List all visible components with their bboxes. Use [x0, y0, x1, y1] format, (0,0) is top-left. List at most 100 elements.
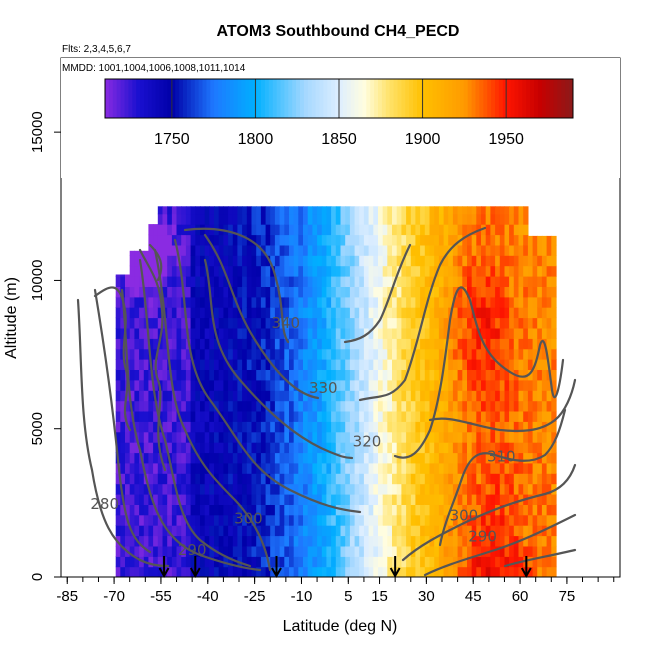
heat-cell	[181, 535, 187, 547]
heat-cell	[293, 369, 299, 381]
heat-cell	[176, 348, 182, 360]
heat-cell	[354, 265, 360, 277]
heat-cell	[387, 504, 393, 516]
heat-cell	[406, 400, 412, 412]
heat-cell	[523, 338, 529, 350]
heat-cell	[438, 213, 445, 225]
heat-cell	[335, 442, 342, 454]
heat-cell	[331, 525, 337, 537]
colorbar-strip	[257, 79, 262, 118]
heat-cell	[378, 400, 384, 412]
heat-cell	[274, 504, 281, 516]
heat-cell	[481, 462, 487, 474]
heat-cell	[340, 307, 346, 319]
colorbar-strip	[549, 79, 554, 118]
heat-cell	[139, 535, 145, 547]
heat-cell	[485, 494, 491, 505]
heat-cell	[349, 556, 356, 568]
heat-cell	[457, 224, 463, 236]
heat-cell	[303, 442, 309, 454]
heat-cell	[162, 359, 168, 370]
heat-cell	[541, 235, 548, 246]
heat-cell	[125, 286, 131, 298]
heat-cell	[195, 494, 201, 505]
heat-cell	[349, 525, 356, 537]
heat-cell	[167, 255, 173, 267]
heat-cell	[256, 348, 262, 360]
heat-cell	[265, 206, 271, 215]
heat-cell	[457, 255, 463, 267]
heat-cell	[434, 255, 440, 267]
heat-cell	[162, 556, 168, 568]
heat-cell	[378, 483, 384, 495]
heat-cell	[279, 400, 285, 412]
heat-cell	[167, 410, 173, 422]
heat-cell	[401, 504, 407, 516]
heat-cell	[307, 535, 313, 547]
heat-cell	[401, 525, 407, 537]
heat-cell	[424, 379, 431, 391]
heat-cell	[443, 206, 449, 215]
heat-cell	[354, 338, 360, 350]
heat-cell	[527, 556, 534, 568]
colorbar-strip	[526, 79, 531, 118]
colorbar-strip	[417, 79, 422, 118]
heat-cell	[200, 525, 206, 537]
heat-cell	[429, 494, 435, 505]
heat-cell	[513, 255, 520, 267]
heat-cell	[284, 494, 290, 505]
heat-cell	[270, 452, 276, 464]
heat-cell	[378, 255, 384, 267]
contour-label-310: 310	[487, 447, 516, 465]
heat-cell	[223, 276, 229, 287]
heat-cell	[298, 462, 304, 474]
heat-cell	[523, 369, 529, 381]
heat-cell	[115, 566, 121, 577]
heat-cell	[443, 494, 449, 505]
heat-cell	[434, 234, 440, 246]
heat-cell	[452, 535, 459, 547]
heat-cell	[312, 317, 318, 329]
heat-cell	[143, 369, 150, 381]
heat-cell	[378, 535, 384, 547]
heat-cell	[504, 462, 510, 474]
heat-cell	[162, 545, 168, 557]
heat-cell	[345, 566, 351, 577]
heat-cell	[270, 400, 276, 412]
heat-cell	[209, 369, 215, 381]
heat-cell	[467, 276, 473, 287]
heat-cell	[387, 545, 393, 557]
heat-cell	[457, 276, 463, 287]
heat-cell	[438, 431, 445, 443]
heat-cell	[139, 566, 145, 577]
heat-cell	[378, 379, 384, 391]
heat-cell	[115, 535, 121, 547]
heat-cell	[335, 556, 342, 568]
heat-cell	[331, 566, 337, 577]
heat-cell	[457, 307, 463, 319]
heat-cell	[368, 327, 374, 339]
heat-cell	[125, 535, 131, 547]
heat-cell	[438, 410, 445, 422]
heat-cell	[518, 473, 524, 485]
heat-cell	[546, 514, 552, 526]
heat-cell	[232, 286, 239, 298]
heat-cell	[349, 206, 356, 215]
colorbar-strip	[300, 79, 305, 118]
heat-cell	[401, 442, 407, 454]
heat-cell	[429, 400, 435, 412]
heat-cell	[190, 421, 196, 433]
heat-cell	[312, 213, 318, 225]
heat-cell	[382, 556, 388, 568]
heat-cell	[513, 566, 520, 577]
heat-cell	[284, 286, 290, 298]
x-axis: -85 -70 -55 -40 -25 -10 5 15 30 45 60 75	[56, 577, 615, 605]
colorbar-strip	[206, 79, 211, 118]
heat-cell	[485, 327, 491, 339]
heat-cell	[120, 307, 126, 319]
heat-cell	[251, 307, 257, 319]
heat-cell	[354, 556, 360, 568]
heat-cell	[349, 400, 356, 412]
heat-cell	[429, 390, 435, 402]
contour-280-line	[76, 298, 170, 568]
